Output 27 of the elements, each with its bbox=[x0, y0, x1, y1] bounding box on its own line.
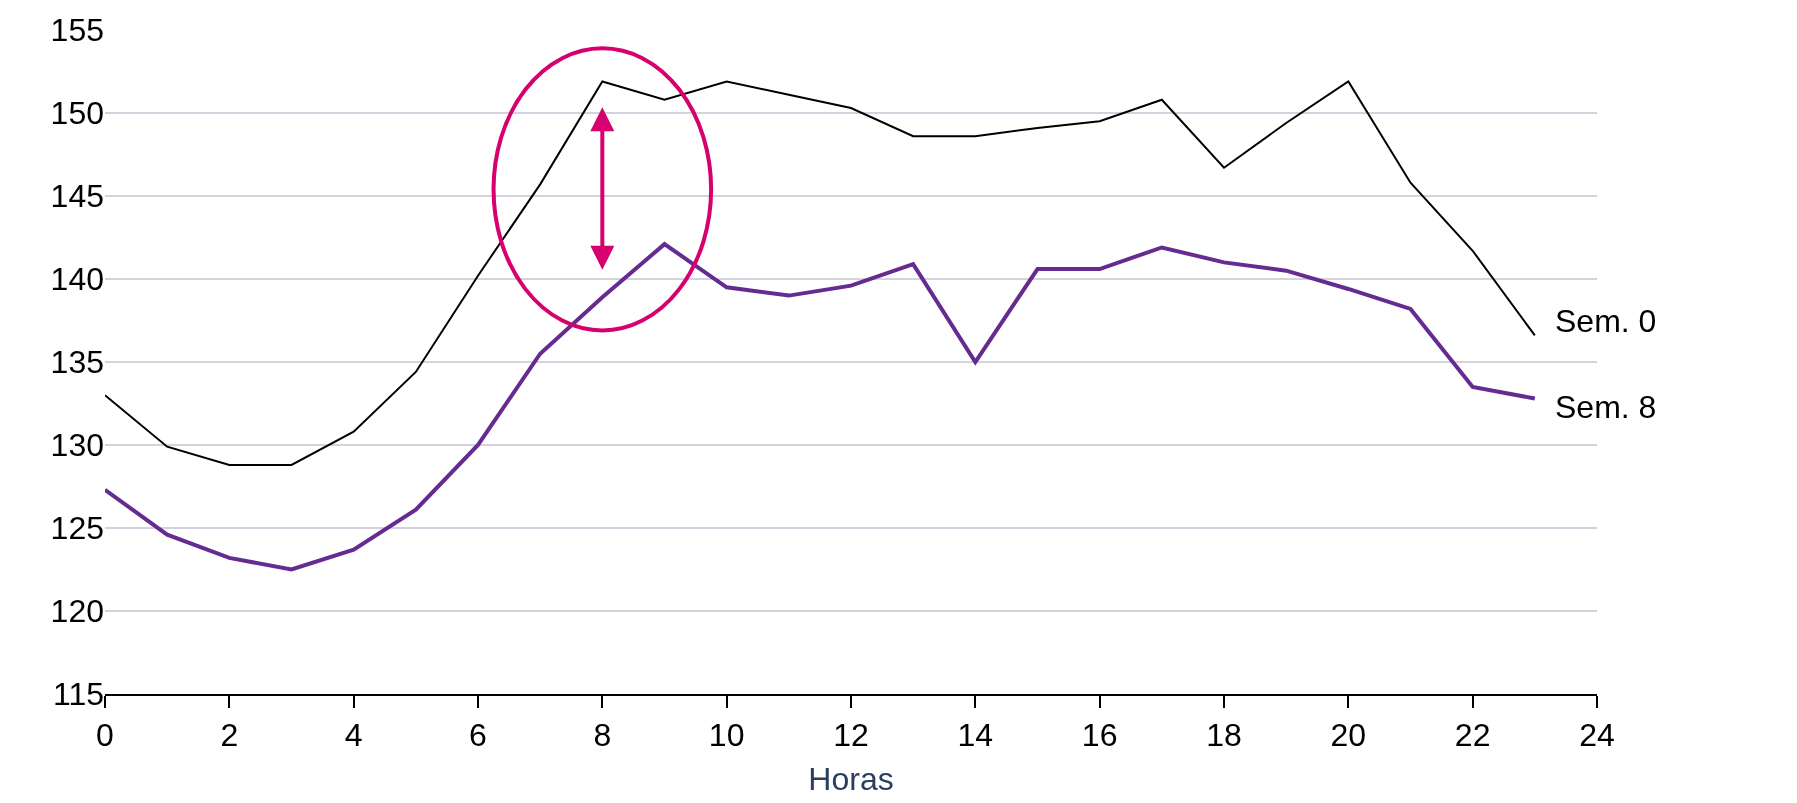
y-tick-label: 140 bbox=[50, 261, 104, 298]
x-tick-label: 0 bbox=[96, 717, 114, 754]
line-series bbox=[105, 80, 1536, 466]
series-label: Sem. 8 bbox=[1555, 389, 1657, 425]
x-tick-label: 16 bbox=[1081, 717, 1118, 754]
x-tick-label: 24 bbox=[1579, 717, 1615, 754]
y-tick-label: 145 bbox=[50, 178, 104, 215]
y-tick-label: 120 bbox=[50, 593, 104, 630]
x-tick-label: 8 bbox=[593, 717, 612, 754]
y-tick-label: 115 bbox=[52, 676, 104, 713]
x-tick-label: 14 bbox=[957, 717, 994, 754]
y-tick-label: 150 bbox=[50, 95, 104, 132]
x-tick-label: 20 bbox=[1330, 717, 1367, 754]
x-tick-label: 12 bbox=[833, 717, 869, 754]
x-tick-label: 10 bbox=[708, 717, 745, 754]
x-tick-label: 22 bbox=[1454, 717, 1491, 754]
x-tick-label: 2 bbox=[220, 717, 239, 754]
x-tick-label: 6 bbox=[469, 717, 487, 754]
x-tick-label: 4 bbox=[344, 717, 363, 754]
y-tick-label: 130 bbox=[50, 427, 104, 464]
series-label: Sem. 0 bbox=[1555, 303, 1657, 339]
line-series bbox=[105, 242, 1537, 572]
y-tick-label: 135 bbox=[50, 344, 104, 381]
y-tick-label: 155 bbox=[50, 12, 104, 49]
y-tick-label: 125 bbox=[50, 510, 104, 547]
x-axis-title: Horas bbox=[808, 760, 894, 797]
x-tick-label: 18 bbox=[1206, 717, 1242, 754]
